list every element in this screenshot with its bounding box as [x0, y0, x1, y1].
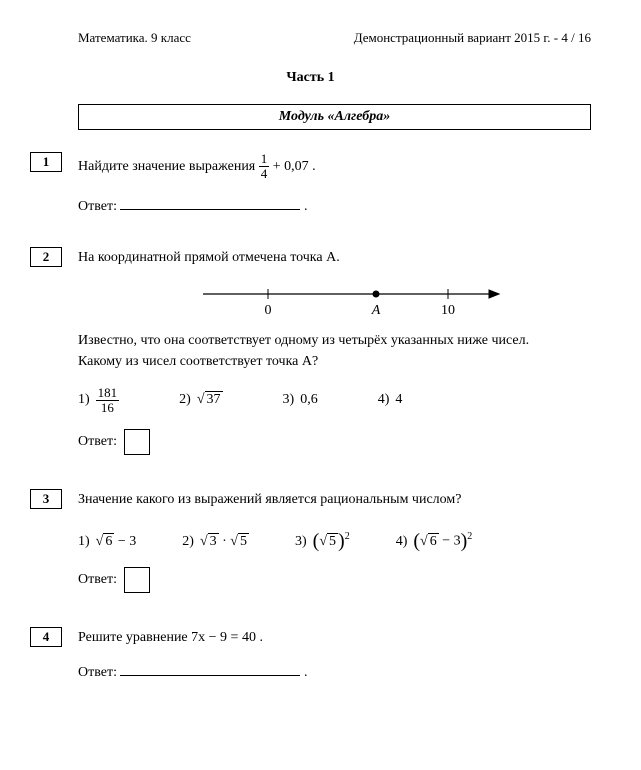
opt-tail: − 3: [114, 534, 136, 549]
answer-label: Ответ:: [78, 572, 117, 587]
question-1: 1 Найдите значение выражения 1 4 + 0,07 …: [30, 152, 591, 215]
numerator: 181: [96, 386, 120, 401]
radicand: 6: [428, 533, 439, 549]
part-title: Часть 1: [30, 70, 591, 86]
option-4: 4) 4: [378, 392, 403, 408]
opt-prefix: 1): [78, 534, 90, 550]
question-2: 2 На координатной прямой отмечена точка …: [30, 247, 591, 456]
fraction: 1 4: [259, 152, 270, 182]
svg-text:10: 10: [441, 303, 455, 318]
number-line: 0 10 A: [198, 274, 508, 324]
question-4: 4 Решите уравнение 7x − 9 = 40 . Ответ: …: [30, 627, 591, 681]
q4-text: Решите уравнение 7x − 9 = 40 .: [78, 627, 591, 648]
radicand: 5: [327, 533, 338, 549]
opt-value: 4: [395, 392, 402, 408]
exponent: 2: [345, 531, 350, 542]
answer-label: Ответ:: [78, 665, 120, 680]
sqrt: 6: [96, 534, 115, 550]
svg-text:0: 0: [265, 303, 272, 318]
header-right: Демонстрационный вариант 2015 г. - 4 / 1…: [354, 30, 591, 46]
opt-prefix: 4): [396, 534, 408, 550]
radicand: 6: [103, 533, 114, 549]
question-number: 3: [30, 489, 62, 509]
answer-blank[interactable]: [120, 662, 300, 676]
q2-line3: Какому из чисел соответствует точка A?: [78, 351, 591, 372]
sqrt: 3: [200, 534, 219, 550]
header-left: Математика. 9 класс: [78, 30, 191, 46]
radicand: 3: [208, 533, 219, 549]
svg-text:A: A: [371, 303, 381, 318]
answer-row: Ответ:: [78, 567, 591, 593]
sqrt: 5: [230, 534, 249, 550]
opt-tail: − 3: [439, 534, 461, 549]
answer-row: Ответ:: [78, 429, 591, 455]
answer-dot: .: [304, 199, 308, 214]
page-header: Математика. 9 класс Демонстрационный вар…: [30, 30, 591, 46]
radicand: 37: [205, 391, 223, 407]
answer-box[interactable]: [124, 567, 150, 593]
answer-row: Ответ: .: [78, 662, 591, 681]
answer-row: Ответ: .: [78, 196, 591, 215]
question-number: 2: [30, 247, 62, 267]
denominator: 4: [259, 167, 270, 181]
option-1: 1) 6 − 3: [78, 534, 136, 550]
option-3: 3) 0,6: [283, 392, 318, 408]
sqrt: 6: [420, 534, 439, 550]
sqrt: 5: [319, 534, 338, 550]
fraction: 181 16: [96, 386, 120, 416]
opt-prefix: 3): [295, 534, 307, 550]
question-number: 4: [30, 627, 62, 647]
question-text: Найдите значение выражения 1 4 + 0,07 .: [78, 152, 591, 182]
answer-box[interactable]: [124, 429, 150, 455]
opt-prefix: 2): [182, 534, 194, 550]
option-2: 2) 3 · 5: [182, 534, 249, 550]
q1-text-post: + 0,07 .: [273, 159, 316, 174]
answer-label: Ответ:: [78, 434, 117, 449]
option-2: 2) 37: [179, 392, 222, 408]
opt-prefix: 2): [179, 392, 191, 408]
q1-text-pre: Найдите значение выражения: [78, 159, 259, 174]
opt-prefix: 4): [378, 392, 390, 408]
radicand: 5: [238, 533, 249, 549]
option-1: 1) 181 16: [78, 386, 119, 416]
options-row: 1) 6 − 3 2) 3 · 5 3) (5)2 4) (6 − 3)2: [78, 530, 591, 553]
option-4: 4) (6 − 3)2: [396, 530, 473, 553]
q3-text: Значение какого из выражений является ра…: [78, 489, 591, 510]
denominator: 16: [96, 401, 120, 415]
opt-prefix: 3): [283, 392, 295, 408]
q2-line1: На координатной прямой отмечена точка A.: [78, 247, 591, 268]
sqrt: 37: [197, 392, 223, 408]
opt-prefix: 1): [78, 392, 90, 408]
answer-label: Ответ:: [78, 199, 120, 214]
opt-value: 0,6: [300, 392, 318, 408]
option-3: 3) (5)2: [295, 530, 350, 553]
exponent: 2: [467, 531, 472, 542]
numerator: 1: [259, 152, 270, 167]
answer-dot: .: [304, 665, 308, 680]
question-3: 3 Значение какого из выражений является …: [30, 489, 591, 593]
options-row: 1) 181 16 2) 37 3) 0,6 4) 4: [78, 386, 591, 416]
q2-line2: Известно, что она соответствует одному и…: [78, 330, 591, 351]
module-title: Модуль «Алгебра»: [78, 104, 591, 130]
answer-blank[interactable]: [120, 196, 300, 210]
question-number: 1: [30, 152, 62, 172]
